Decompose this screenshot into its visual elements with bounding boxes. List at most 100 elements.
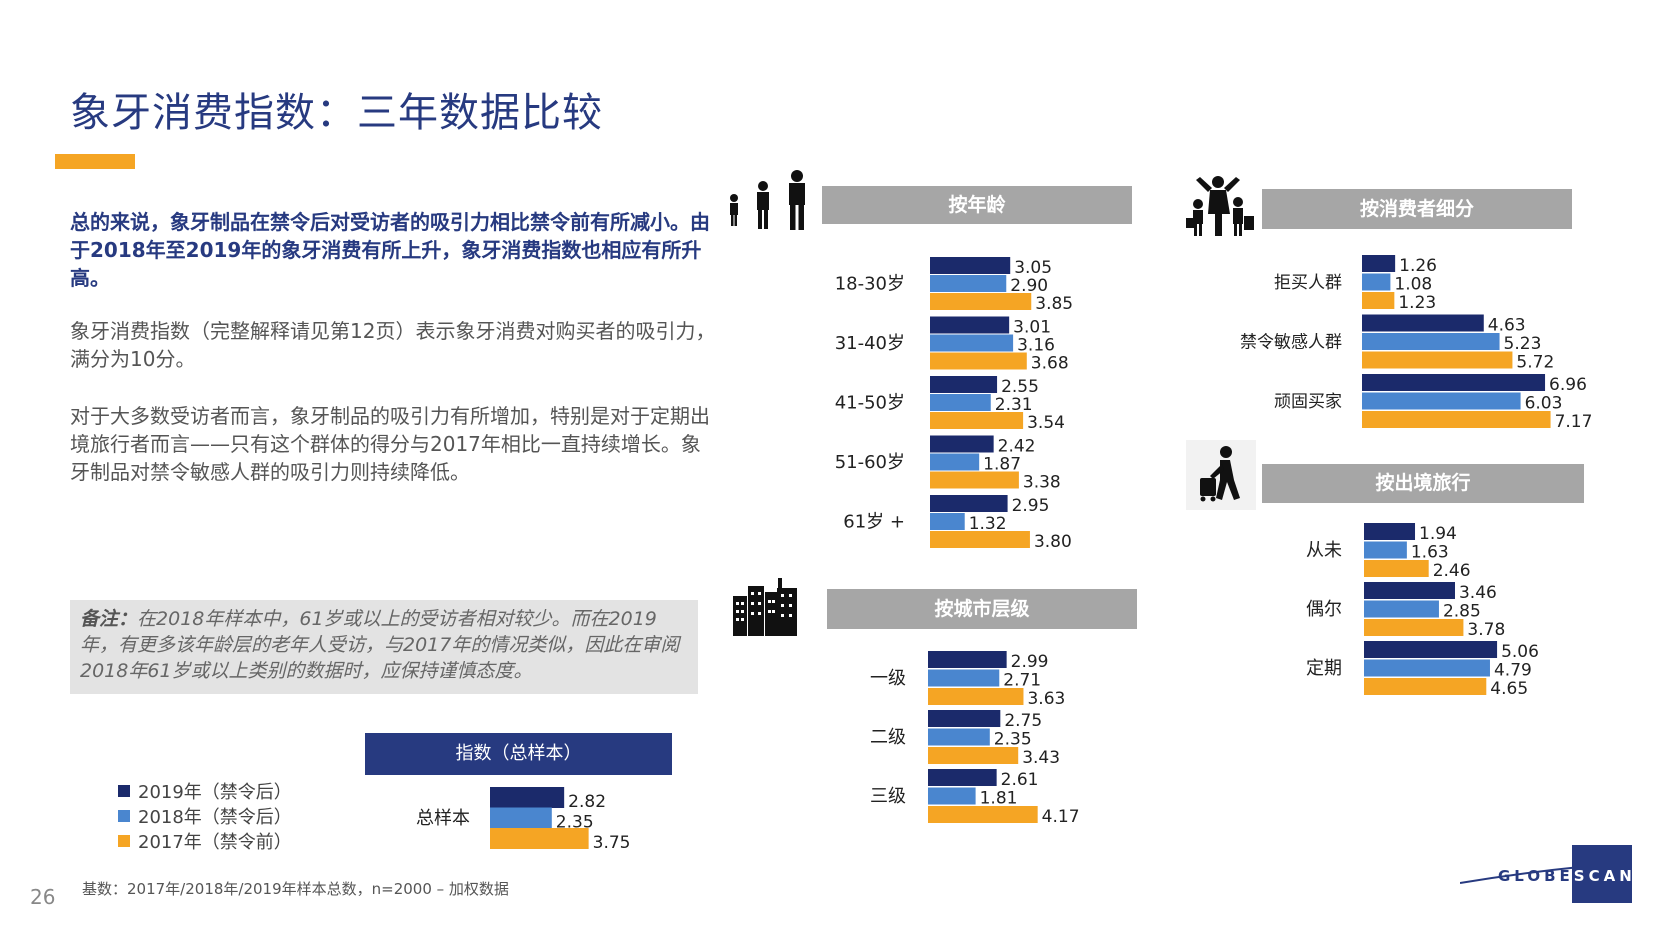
- segment-value-label-2017: 5.72: [1516, 353, 1554, 373]
- segment-value-label-2018: 1.08: [1394, 275, 1432, 295]
- legend-label-2019: 2019年（禁令后）: [138, 781, 292, 803]
- total-bar-2018: [490, 807, 552, 829]
- segment-value-label-2017: 7.17: [1555, 412, 1593, 432]
- age-bar-2019: [930, 376, 998, 393]
- people-icon: [725, 168, 815, 234]
- city-value-label-2018: 2.71: [1003, 671, 1041, 691]
- age-category-label: 18-30岁: [835, 274, 905, 295]
- segment-value-label-2019: 6.96: [1549, 375, 1587, 395]
- segment-bar-2019: [1362, 255, 1396, 272]
- travel-value-label-2017: 2.46: [1433, 561, 1471, 581]
- total-category-label: 总样本: [416, 808, 470, 829]
- legend-swatch-2018: [118, 809, 130, 822]
- legend-swatch-2019: [118, 784, 130, 797]
- traveler-icon: [1186, 440, 1256, 510]
- total-bar-2017: [490, 828, 589, 849]
- city-bar-2019: [928, 769, 997, 786]
- age-category-label: 41-50岁: [835, 393, 905, 414]
- travel-category-label: 从未: [1306, 540, 1342, 561]
- age-value-label-2019: 2.55: [1001, 377, 1039, 397]
- age-value-label-2019: 3.01: [1013, 318, 1051, 338]
- city-value-label-2019: 2.61: [1001, 770, 1039, 790]
- travel-value-label-2018: 2.85: [1443, 602, 1481, 622]
- age-category-label: 31-40岁: [835, 333, 905, 354]
- age-bar-2019: [930, 316, 1010, 334]
- legend-label-2018: 2018年（禁令后）: [138, 806, 292, 828]
- age-value-label-2017: 3.38: [1023, 473, 1061, 493]
- note-label: 备注：: [80, 608, 138, 630]
- age-bar-2017: [930, 471, 1019, 489]
- index-explanation-paragraph: 象牙消费指数（完整解释请见第12页）表示象牙消费对购买者的吸引力，满分为10分。: [70, 319, 716, 371]
- segment-bar-2017: [1362, 411, 1551, 428]
- travel-bar-2019: [1364, 582, 1455, 599]
- age-bar-2017: [930, 352, 1027, 370]
- travel-value-label-2019: 3.46: [1459, 583, 1497, 603]
- city-bar-2017: [928, 747, 1019, 764]
- total-value-label-2017: 3.75: [593, 833, 631, 853]
- travel-category-label: 定期: [1306, 658, 1342, 679]
- age-bar-2018: [930, 513, 965, 530]
- legend: 2019年（禁令后） 2018年（禁令后） 2017年（禁令前）: [118, 778, 292, 853]
- city-value-label-2018: 2.35: [994, 730, 1032, 750]
- age-value-label-2018: 1.87: [983, 455, 1021, 475]
- total-value-label-2019: 2.82: [568, 792, 606, 812]
- age-bar-2018: [930, 334, 1014, 352]
- city-value-label-2018: 1.81: [980, 789, 1018, 809]
- travel-bar-2018: [1364, 541, 1407, 559]
- age-bar-2017: [930, 293, 1032, 310]
- city-bar-2019: [928, 710, 1001, 727]
- age-category-label: 51-60岁: [835, 452, 905, 473]
- travel-chart-title: 按出境旅行: [1262, 464, 1584, 503]
- total-value-label-2018: 2.35: [556, 813, 594, 833]
- segment-bar-2017: [1362, 292, 1395, 309]
- globescan-logo: GLOBESCAN: [1460, 845, 1632, 903]
- page-title: 象牙消费指数：三年数据比较: [70, 90, 603, 136]
- total-chart-title: 指数（总样本）: [365, 733, 672, 775]
- travel-bar-2019: [1364, 641, 1498, 658]
- age-value-label-2018: 1.32: [969, 514, 1007, 534]
- travel-category-label: 偶尔: [1306, 599, 1342, 620]
- age-value-label-2019: 3.05: [1014, 258, 1052, 278]
- logo-text-right: SCAN: [1573, 867, 1636, 885]
- legend-item-2019: 2019年（禁令后）: [118, 778, 292, 803]
- city-value-label-2017: 4.17: [1042, 807, 1080, 827]
- segment-bar-2017: [1362, 351, 1513, 369]
- legend-item-2017: 2017年（禁令前）: [118, 828, 292, 853]
- segment-category-label: 顽固买家: [1274, 392, 1342, 412]
- note-text: 在2018年样本中，61岁或以上的受访者相对较少。而在2019年，有更多该年龄层…: [80, 608, 680, 682]
- page-number: 26: [30, 885, 56, 909]
- legend-swatch-2017: [118, 834, 130, 847]
- segment-bar-2019: [1362, 374, 1546, 391]
- city-bar-2018: [928, 669, 1000, 687]
- travel-bar-2017: [1364, 678, 1487, 695]
- city-value-label-2017: 3.43: [1022, 748, 1060, 768]
- age-value-label-2019: 2.42: [998, 437, 1036, 457]
- age-value-label-2017: 3.80: [1034, 532, 1072, 552]
- age-category-label: 61岁 +: [843, 512, 905, 533]
- note-box: 备注：在2018年样本中，61岁或以上的受访者相对较少。而在2019年，有更多该…: [70, 600, 698, 694]
- family-shopping-icon: [1186, 174, 1256, 244]
- city-value-label-2017: 3.63: [1027, 689, 1065, 709]
- city-bar-2017: [928, 806, 1038, 823]
- age-value-label-2018: 2.90: [1010, 276, 1048, 296]
- segment-value-label-2018: 5.23: [1504, 334, 1542, 354]
- travel-value-label-2019: 5.06: [1501, 642, 1539, 662]
- footer-base-note: 基数：2017年/2018年/2019年样本总数，n=2000 – 加权数据: [82, 880, 509, 898]
- buildings-icon: [733, 578, 799, 640]
- age-value-label-2018: 3.16: [1017, 336, 1055, 356]
- segment-value-label-2019: 4.63: [1488, 316, 1526, 336]
- city-category-label: 一级: [870, 668, 906, 689]
- age-value-label-2017: 3.68: [1031, 354, 1069, 374]
- age-bar-2019: [930, 435, 994, 453]
- city-category-label: 二级: [870, 727, 906, 748]
- travel-value-label-2018: 1.63: [1411, 543, 1449, 563]
- segment-bar-2018: [1362, 273, 1391, 291]
- travel-bar-2018: [1364, 600, 1439, 618]
- findings-paragraph: 对于大多数受访者而言，象牙制品的吸引力有所增加，特别是对于定期出境旅行者而言——…: [70, 404, 710, 484]
- legend-item-2018: 2018年（禁令后）: [118, 803, 292, 828]
- age-value-label-2017: 3.85: [1035, 294, 1073, 314]
- city-value-label-2019: 2.75: [1004, 711, 1042, 731]
- city-value-label-2019: 2.99: [1011, 652, 1049, 672]
- travel-bar-2017: [1364, 560, 1429, 577]
